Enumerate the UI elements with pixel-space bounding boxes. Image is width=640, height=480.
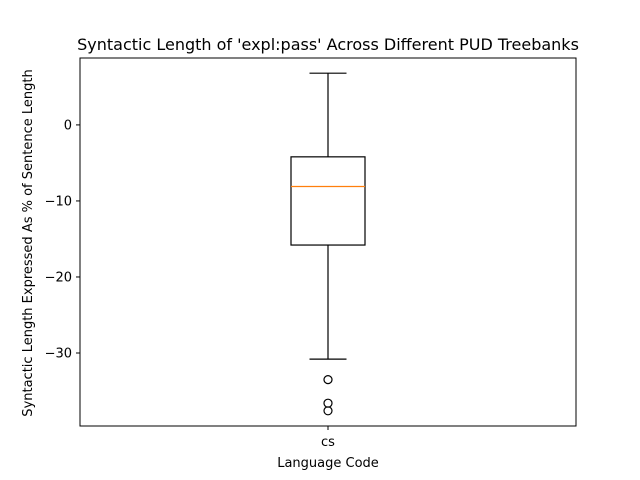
box-group-cs: [290, 72, 366, 416]
outlier-point-1: [323, 375, 333, 385]
x-axis: cs: [321, 426, 335, 450]
y-tick-label: −20: [45, 270, 72, 285]
x-tick-label: cs: [321, 435, 335, 450]
y-axis-label: Syntactic Length Expressed As % of Sente…: [21, 69, 36, 416]
plot-area: [290, 72, 366, 416]
plot-frame: [79, 57, 577, 427]
y-tick-label: −30: [45, 347, 72, 362]
y-tick-label: 0: [64, 118, 72, 133]
outlier-point-3: [323, 406, 333, 416]
iqr-box: [290, 156, 366, 246]
chart-title: Syntactic Length of 'expl:pass' Across D…: [77, 35, 579, 54]
x-axis-label: Language Code: [277, 456, 379, 471]
y-tick-label: −10: [45, 194, 72, 209]
y-axis: 0 −10 −20 −30: [45, 118, 80, 362]
